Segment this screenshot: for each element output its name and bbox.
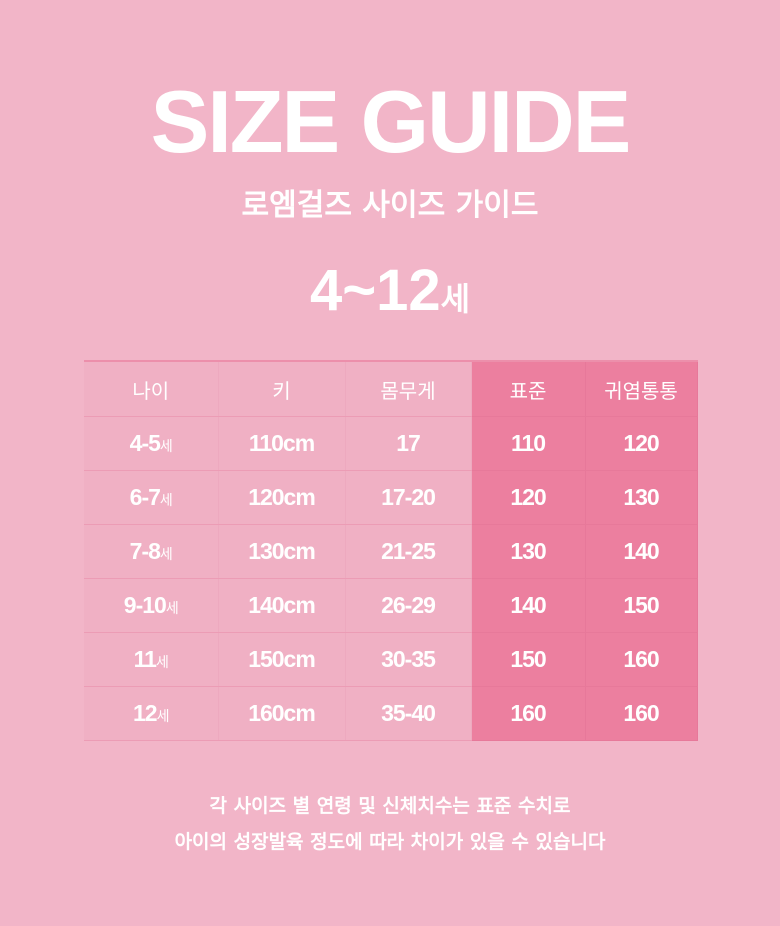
cell-chubby: 130 — [585, 470, 698, 525]
cell-standard: 120 — [471, 470, 586, 525]
header-age: 나이 — [84, 360, 219, 417]
age-range-unit: 세 — [440, 280, 471, 318]
cell-standard: 130 — [471, 524, 586, 579]
cell-chubby: 150 — [585, 578, 698, 633]
cell-age: 11세 — [84, 632, 219, 687]
age-range: 4~12세 — [0, 256, 780, 340]
table-row: 4-5세 110cm 17 110 120 — [84, 416, 698, 471]
table-row: 11세 150cm 30-35 150 160 — [84, 632, 698, 687]
cell-height: 150cm — [218, 632, 346, 687]
cell-age: 12세 — [84, 686, 219, 741]
header-standard: 표준 — [471, 360, 586, 417]
subtitle: 로엠걸즈 사이즈 가이드 — [241, 188, 539, 223]
age-unit: 세 — [159, 439, 173, 455]
table-row: 9-10세 140cm 26-29 140 150 — [84, 578, 698, 633]
header-chubby: 귀염통통 — [585, 360, 698, 417]
cell-standard: 150 — [471, 632, 586, 687]
cell-weight: 17-20 — [345, 470, 472, 525]
cell-weight: 35-40 — [345, 686, 472, 741]
age-value: 4-5 — [129, 430, 161, 456]
cell-standard: 160 — [471, 686, 586, 741]
cell-height: 110cm — [218, 416, 346, 471]
cell-height: 160cm — [218, 686, 346, 741]
cell-weight: 30-35 — [345, 632, 472, 687]
table-row: 12세 160cm 35-40 160 160 — [84, 686, 698, 741]
cell-standard: 140 — [471, 578, 586, 633]
age-range-value: 4~12 — [309, 258, 441, 323]
cell-height: 130cm — [218, 524, 346, 579]
cell-chubby: 160 — [585, 686, 698, 741]
age-unit: 세 — [155, 655, 169, 671]
table-header-row: 나이 키 몸무게 표준 귀염통통 — [84, 360, 698, 417]
cell-standard: 110 — [471, 416, 586, 471]
age-unit: 세 — [159, 493, 173, 509]
age-value: 7-8 — [129, 538, 161, 564]
age-value: 11 — [133, 646, 157, 672]
note-line: 아이의 성장발육 정도에 따라 차이가 있을 수 있습니다 — [174, 831, 606, 853]
header-weight: 몸무게 — [345, 360, 472, 417]
age-unit: 세 — [159, 547, 173, 563]
header-height: 키 — [218, 360, 346, 417]
cell-age: 6-7세 — [84, 470, 219, 525]
size-table: 나이 키 몸무게 표준 귀염통통 4-5세 110cm 17 110 120 6-7세 12… — [84, 360, 698, 741]
age-unit: 세 — [156, 709, 170, 725]
age-value: 6-7 — [129, 484, 161, 510]
cell-chubby: 120 — [585, 416, 698, 471]
age-value: 9-10 — [123, 592, 167, 618]
cell-chubby: 140 — [585, 524, 698, 579]
cell-chubby: 160 — [585, 632, 698, 687]
note-line: 각 사이즈 별 연령 및 신체치수는 표준 수치로 — [209, 795, 571, 817]
cell-weight: 26-29 — [345, 578, 472, 633]
cell-age: 9-10세 — [84, 578, 219, 633]
table-row: 6-7세 120cm 17-20 120 130 — [84, 470, 698, 525]
cell-weight: 17 — [345, 416, 472, 471]
size-note: 각 사이즈 별 연령 및 신체치수는 표준 수치로 아이의 성장발육 정도에 따… — [0, 788, 780, 860]
cell-weight: 21-25 — [345, 524, 472, 579]
cell-age: 4-5세 — [84, 416, 219, 471]
age-unit: 세 — [165, 601, 179, 617]
age-value: 12 — [133, 700, 158, 726]
table-row: 7-8세 130cm 21-25 130 140 — [84, 524, 698, 579]
cell-height: 140cm — [218, 578, 346, 633]
cell-height: 120cm — [218, 470, 346, 525]
cell-age: 7-8세 — [84, 524, 219, 579]
page-title: SIZE GUIDE — [150, 72, 632, 171]
